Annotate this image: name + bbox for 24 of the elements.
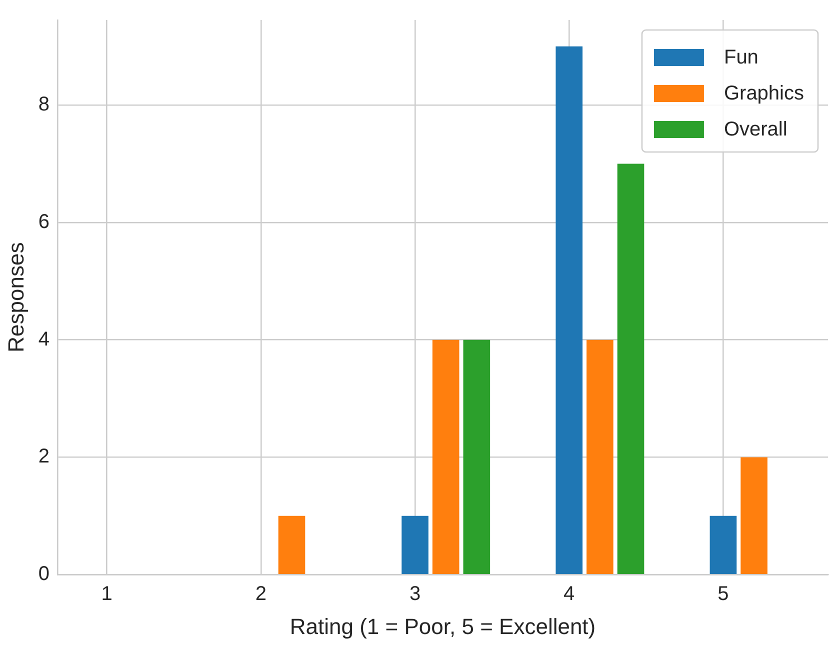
- bar: [556, 46, 583, 574]
- legend-label: Overall: [724, 118, 788, 141]
- bar: [740, 457, 768, 574]
- bar: [402, 516, 428, 574]
- legend-label: Fun: [724, 46, 758, 69]
- bar: [432, 340, 460, 574]
- bar: [463, 340, 490, 574]
- y-tick-label: 8: [38, 94, 50, 116]
- y-tick-label: 4: [38, 328, 50, 350]
- y-tick-label: 6: [38, 210, 50, 233]
- x-tick-label: 5: [718, 583, 729, 606]
- y-axis-title: Responses: [3, 242, 28, 352]
- x-tick-label: 2: [255, 583, 266, 606]
- legend-label: Graphics: [724, 82, 804, 105]
- y-tick-label: 0: [38, 563, 50, 586]
- bar: [617, 164, 644, 574]
- x-axis-title: Rating (1 = Poor, 5 = Excellent): [290, 614, 596, 639]
- bar: [278, 516, 306, 574]
- bar: [586, 340, 614, 574]
- x-tick-label: 4: [564, 583, 575, 606]
- bar: [710, 516, 737, 574]
- x-tick-label: 3: [409, 583, 421, 606]
- x-tick-label: 1: [101, 583, 112, 606]
- y-tick-label: 2: [38, 446, 50, 468]
